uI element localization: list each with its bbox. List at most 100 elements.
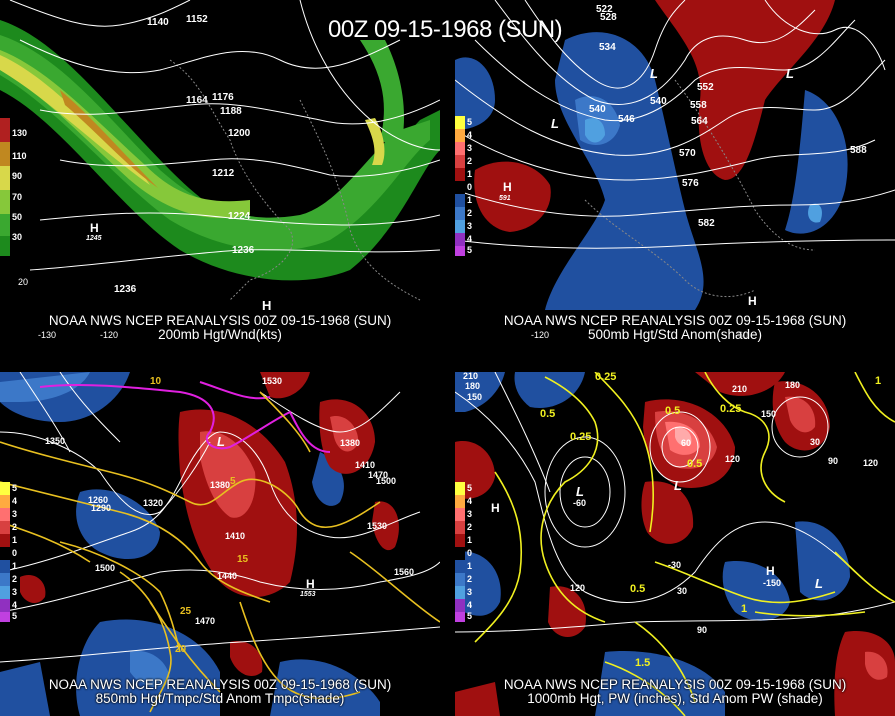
contour-label: 1530	[262, 376, 282, 386]
legend-label: 2	[467, 156, 473, 166]
contour-label: -60	[573, 498, 586, 508]
panel-caption: NOAA NWS NCEP REANALYSIS 00Z 09-15-1968 …	[503, 313, 847, 342]
contour-label: 576	[682, 178, 699, 189]
legend-label: 4	[12, 600, 18, 610]
contour-label: 1410	[225, 531, 245, 541]
legend-label: 0	[12, 548, 18, 558]
contour-label: 1320	[143, 498, 163, 508]
contour-label: 546	[618, 114, 635, 125]
legend-label: 4	[467, 234, 473, 244]
legend-label: 5	[467, 117, 473, 127]
lat-label: 20	[18, 277, 28, 287]
low-marker: L	[786, 66, 794, 81]
legend-label: 5	[467, 483, 473, 493]
anomaly-legend: 5 4 3 2 1 0 1 2 3 4 5	[455, 482, 481, 622]
pw-label: 1	[741, 603, 747, 615]
contour-label: 528	[600, 12, 617, 23]
contour-label: 1350	[45, 436, 65, 446]
contour-label: 1140	[147, 17, 169, 28]
contour-label: 1176	[212, 92, 234, 103]
legend-label: 2	[467, 574, 473, 584]
contour-label: 1530	[367, 521, 387, 531]
map-1000mb: 210 180 150 120 90 60 30 -30 -60 -150 18…	[455, 372, 895, 716]
contour-label: 1380	[210, 480, 230, 490]
panel-850mb: 1350 1380 1380 1410 1470 1500 1500 1530 …	[0, 372, 440, 716]
legend-label: 3	[12, 587, 18, 597]
contour-label: 1152	[186, 14, 208, 25]
contour-label: -30	[668, 560, 681, 570]
contour-label: 1164	[186, 95, 208, 106]
pw-label: 0.25	[720, 403, 741, 415]
high-value: 1553	[300, 591, 316, 598]
lon-label: -120	[100, 330, 118, 340]
contour-label: 1260	[88, 495, 108, 505]
legend-label: 4	[467, 496, 473, 506]
panel-caption: NOAA NWS NCEP REANALYSIS 00Z 09-15-1968 …	[48, 677, 392, 706]
legend-label: 5	[12, 611, 18, 621]
anomaly-legend: 5 4 3 2 1 0 1 2 3 4 5	[0, 482, 26, 622]
map-title: 00Z 09-15-1968 (SUN)	[328, 16, 563, 43]
map-850mb: 1350 1380 1380 1410 1470 1500 1500 1530 …	[0, 372, 440, 716]
contour-label: 570	[679, 148, 696, 159]
contour-label: 120	[570, 583, 585, 593]
contour-label: 150	[467, 392, 482, 402]
legend-label: 1	[467, 169, 473, 179]
contour-label: 582	[698, 218, 715, 229]
high-marker: H	[306, 577, 315, 591]
contour-label: -150	[763, 578, 781, 588]
contour-label: 1410	[355, 460, 375, 470]
legend-label: 1	[467, 195, 473, 205]
pw-label: 0.25	[570, 431, 591, 443]
pw-label: 0.5	[630, 583, 645, 595]
contour-label: 30	[677, 586, 687, 596]
legend-label: 5	[12, 483, 18, 493]
high-marker: H	[491, 501, 500, 515]
legend-label: 70	[12, 192, 23, 202]
wind-legend: 130 110 90 70 50 30	[0, 118, 28, 258]
legend-label: 30	[12, 232, 23, 242]
legend-label: 130	[12, 128, 28, 138]
legend-label: 5	[467, 611, 473, 621]
contour-label: 180	[465, 381, 480, 391]
map-200mb: 1140 1152 1164 1176 1188 1200 1212 1224 …	[0, 0, 440, 340]
legend-label: 1	[467, 561, 473, 571]
legend-label: 1	[12, 535, 18, 545]
legend-label: 2	[467, 208, 473, 218]
high-marker: H	[503, 180, 512, 194]
legend-label: 3	[467, 221, 473, 231]
legend-label: 1	[467, 535, 473, 545]
lon-label: -130	[38, 330, 56, 340]
contour-label: 564	[691, 116, 708, 127]
high-value: 1245	[86, 235, 102, 242]
contour-label: 210	[732, 384, 747, 394]
low-marker: L	[217, 434, 225, 449]
low-marker: L	[674, 478, 682, 493]
contour-label: 1470	[368, 470, 388, 480]
contour-label: 1500	[95, 563, 115, 573]
contour-label: 90	[697, 625, 707, 635]
contour-label: 1200	[228, 128, 251, 139]
legend-label: 3	[467, 587, 473, 597]
legend-label: 0	[467, 182, 473, 192]
contour-label: 1188	[220, 106, 242, 117]
panel-500mb: 522 528 534 540 540 546 552 558 564 570 …	[455, 0, 895, 345]
panel-caption: NOAA NWS NCEP REANALYSIS 00Z 09-15-1968 …	[503, 677, 847, 706]
contour-label: 1380	[340, 438, 360, 448]
temp-label: 20	[175, 644, 187, 655]
pw-label: 1.5	[635, 657, 650, 669]
contour-label: 1236	[114, 284, 137, 295]
contour-label: 1290	[91, 503, 111, 513]
pw-label: 0.5	[665, 405, 680, 417]
contour-label: 540	[650, 96, 667, 107]
contour-label: 1224	[228, 211, 251, 222]
legend-label: 110	[12, 151, 27, 161]
legend-label: 5	[467, 245, 473, 255]
legend-label: 3	[467, 143, 473, 153]
contour-label: 552	[697, 82, 714, 93]
panel-caption: NOAA NWS NCEP REANALYSIS 00Z 09-15-1968 …	[48, 313, 392, 342]
temp-label: 5	[230, 476, 236, 487]
contour-label: 522	[596, 4, 613, 15]
legend-label: 50	[12, 212, 23, 222]
map-500mb: 522 528 534 540 540 546 552 558 564 570 …	[455, 0, 895, 340]
legend-label: 2	[467, 522, 473, 532]
